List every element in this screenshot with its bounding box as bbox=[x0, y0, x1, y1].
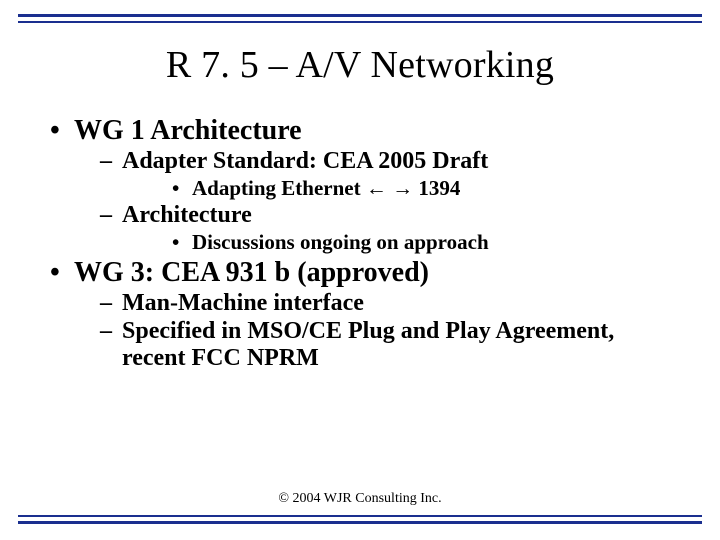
bullet-discussions: Discussions ongoing on approach bbox=[122, 230, 672, 255]
arrow-left-icon: ← bbox=[366, 177, 387, 200]
bullet-adapter-standard: Adapter Standard: CEA 2005 Draft Adaptin… bbox=[74, 148, 672, 201]
bullet-adapting-ethernet: Adapting Ethernet ← → 1394 bbox=[122, 176, 672, 201]
copyright-footer: © 2004 WJR Consulting Inc. bbox=[48, 491, 672, 507]
slide: R 7. 5 – A/V Networking WG 1 Architectur… bbox=[0, 0, 720, 540]
bullet-wg3-label: WG 3: CEA 931 b (approved) bbox=[74, 257, 429, 288]
bullet-list: WG 1 Architecture Adapter Standard: CEA … bbox=[48, 115, 672, 372]
bullet-wg3: WG 3: CEA 931 b (approved) Man-Machine i… bbox=[48, 257, 672, 372]
mmi-label: Man-Machine interface bbox=[122, 290, 364, 316]
architecture-label: Architecture bbox=[122, 202, 252, 228]
discussions-label: Discussions ongoing on approach bbox=[192, 230, 489, 254]
bullet-mmi: Man-Machine interface bbox=[74, 290, 672, 317]
bullet-wg1: WG 1 Architecture Adapter Standard: CEA … bbox=[48, 115, 672, 255]
inner-rule: R 7. 5 – A/V Networking WG 1 Architectur… bbox=[18, 21, 702, 517]
bullet-wg1-label: WG 1 Architecture bbox=[74, 115, 302, 146]
bullet-spec: Specified in MSO/CE Plug and Play Agreem… bbox=[74, 318, 672, 372]
bullet-architecture: Architecture Discussions ongoing on appr… bbox=[74, 202, 672, 255]
spec-label: Specified in MSO/CE Plug and Play Agreem… bbox=[122, 318, 614, 371]
adapting-ethernet-prefix: Adapting Ethernet bbox=[192, 176, 366, 200]
slide-title: R 7. 5 – A/V Networking bbox=[48, 43, 672, 87]
adapting-ethernet-suffix: 1394 bbox=[413, 176, 460, 200]
outer-rule: R 7. 5 – A/V Networking WG 1 Architectur… bbox=[18, 14, 702, 524]
arrow-right-icon: → bbox=[392, 177, 413, 200]
slide-body: WG 1 Architecture Adapter Standard: CEA … bbox=[48, 115, 672, 485]
adapter-standard-label: Adapter Standard: CEA 2005 Draft bbox=[122, 148, 488, 174]
